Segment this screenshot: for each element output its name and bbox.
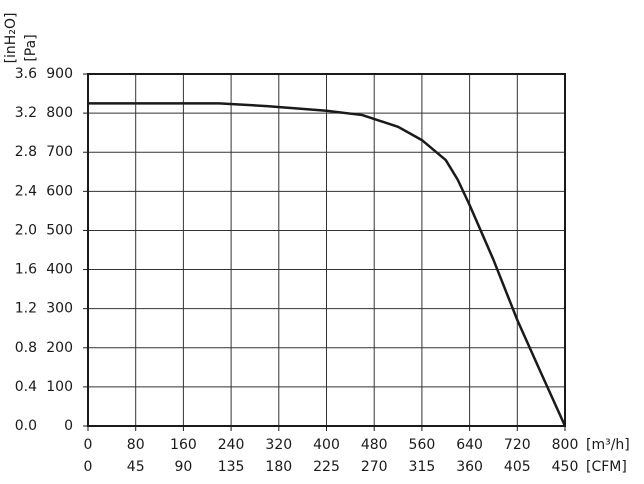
- y-tick-label: 900: [46, 66, 73, 82]
- x-tick-label: 640: [456, 437, 483, 453]
- x2-tick-label: 450: [552, 459, 579, 475]
- x2-tick-label: 270: [361, 459, 388, 475]
- y-tick-label: 200: [46, 340, 73, 356]
- x2-tick-label: 135: [218, 459, 245, 475]
- y-tick-label: 300: [46, 301, 73, 317]
- x-tick-label: 560: [409, 437, 436, 453]
- y-tick-label: 600: [46, 183, 73, 199]
- y2-tick-label: 3.2: [15, 105, 37, 121]
- x-tick-label: 0: [84, 437, 93, 453]
- y-tick-label: 400: [46, 262, 73, 278]
- x2-tick-label: 180: [265, 459, 292, 475]
- y2-tick-label: 2.0: [15, 222, 37, 238]
- plot-frame: [87, 73, 566, 427]
- x-tick-label: 400: [313, 437, 340, 453]
- x-tick-label: 320: [265, 437, 292, 453]
- y-tick-label: 0: [64, 418, 73, 434]
- x2-tick-label: 315: [409, 459, 436, 475]
- y2-tick-label: 2.4: [15, 183, 37, 199]
- y2-tick-label: 3.6: [15, 66, 37, 82]
- x2-tick-label: 360: [456, 459, 483, 475]
- x-tick-label: 480: [361, 437, 388, 453]
- y2-tick-label: 1.6: [15, 262, 37, 278]
- y2-tick-label: 0.0: [15, 418, 37, 434]
- y2-tick-label: 0.4: [15, 379, 37, 395]
- y2-tick-label: 0.8: [15, 340, 37, 356]
- x-tick-label: 240: [218, 437, 245, 453]
- x-tick-label: 800: [552, 437, 579, 453]
- y2-tick-label: 2.8: [15, 144, 37, 160]
- y-tick-label: 500: [46, 222, 73, 238]
- x-tick-label: 80: [127, 437, 145, 453]
- x2-tick-label: 0: [84, 459, 93, 475]
- y2-tick-label: 1.2: [15, 301, 37, 317]
- x2-tick-label: 405: [504, 459, 531, 475]
- x2-tick-label: 225: [313, 459, 340, 475]
- x-tick-label: 160: [170, 437, 197, 453]
- x2-tick-label: 90: [174, 459, 192, 475]
- x-axis-label: [m³/h]: [586, 437, 630, 453]
- y2-axis-label: [inH₂O]: [3, 13, 19, 64]
- curve: [88, 102, 567, 427]
- x2-axis-label: [CFM]: [586, 459, 627, 475]
- y-tick-label: 700: [46, 144, 73, 160]
- y-tick-label: 100: [46, 379, 73, 395]
- y-axis-label: [Pa]: [23, 34, 39, 61]
- x2-tick-label: 45: [127, 459, 145, 475]
- y-tick-label: 800: [46, 105, 73, 121]
- x-tick-label: 720: [504, 437, 531, 453]
